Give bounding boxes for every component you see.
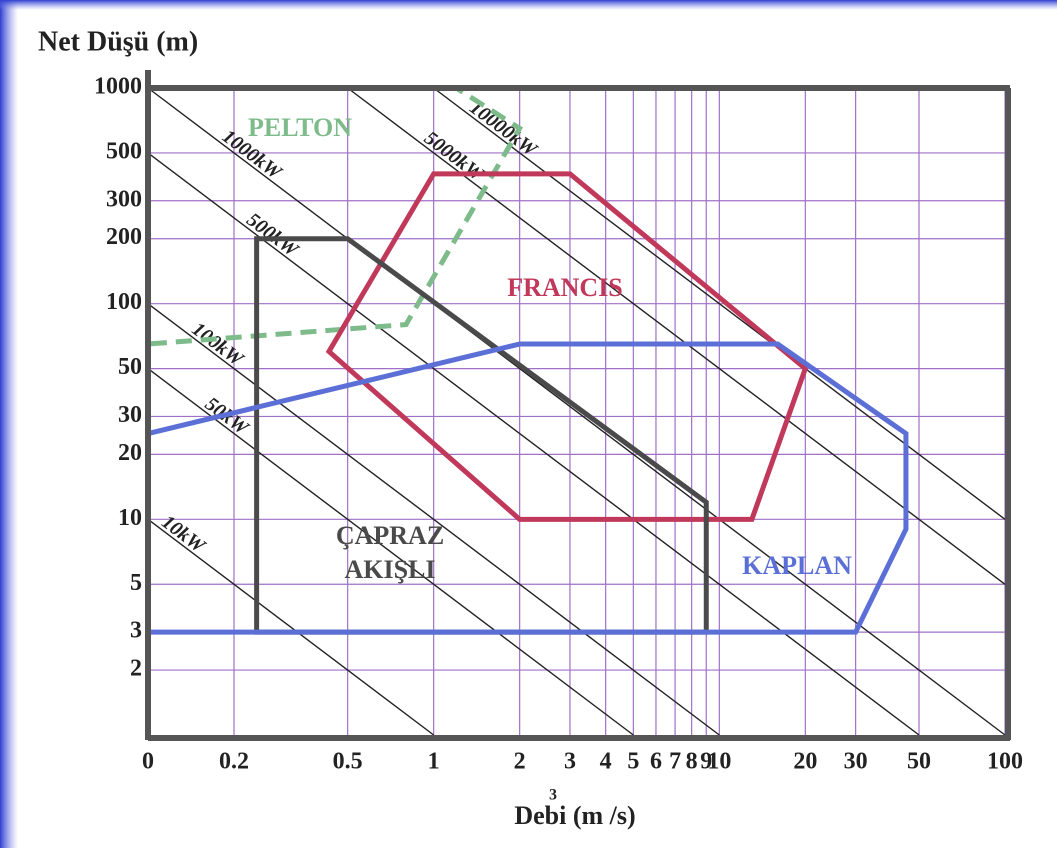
y-tick-label: 20 <box>118 440 142 466</box>
y-tick-label: 3 <box>130 618 142 644</box>
power-line <box>147 518 435 736</box>
x-tick-label: 50 <box>907 749 931 775</box>
y-tick-label: 500 <box>106 138 142 164</box>
power-line-label: 100kW <box>188 318 248 371</box>
region-label: FRANCIS <box>507 273 623 302</box>
x-tick-label: 0 <box>142 749 154 775</box>
x-tick-label: 9 <box>700 749 712 775</box>
frame-top <box>0 0 1057 10</box>
y-tick-label: 50 <box>118 354 142 380</box>
turbine-region <box>254 236 709 635</box>
y-tick-label: 300 <box>106 186 142 212</box>
x-tick-label: 4 <box>600 749 612 775</box>
y-tick-label: 10 <box>118 505 142 531</box>
x-tick-label: 7 <box>669 749 681 775</box>
x-tick-label: 3 <box>564 749 576 775</box>
power-line <box>147 152 920 736</box>
region-label: PELTON <box>248 113 352 142</box>
y-tick-label: 30 <box>118 402 142 428</box>
y-tick-label: 200 <box>106 224 142 250</box>
y-tick-label: 1000 <box>94 74 142 100</box>
power-line-label: 10kW <box>157 511 209 558</box>
x-axis-title-exponent: 3 <box>549 787 557 804</box>
y-tick-label: 100 <box>106 289 142 315</box>
turbine-region <box>325 171 809 522</box>
x-tick-label: 2 <box>514 749 526 775</box>
x-tick-label: 0.5 <box>333 749 363 775</box>
y-tick-label: 2 <box>130 656 142 682</box>
x-tick-label: 10 <box>707 749 731 775</box>
frame-left <box>0 0 18 848</box>
x-tick-label: 5 <box>627 749 639 775</box>
y-tick-label: 5 <box>130 570 142 596</box>
region-label: ÇAPRAZ AKIŞLI <box>336 521 444 584</box>
turbine-region <box>145 341 909 635</box>
x-tick-label: 1 <box>428 749 440 775</box>
x-tick-label: 30 <box>844 749 868 775</box>
x-tick-label: 6 <box>650 749 662 775</box>
x-axis-title: Debi (m /s) <box>514 801 635 830</box>
x-tick-label: 100 <box>987 749 1023 775</box>
y-axis-title: Net Düşü (m) <box>38 26 198 57</box>
power-line <box>433 87 1006 520</box>
region-label: KAPLAN <box>742 551 852 580</box>
power-line-label: 500kW <box>243 209 303 262</box>
power-line <box>147 303 720 736</box>
power-line <box>147 87 1006 736</box>
x-tick-label: 0.2 <box>219 749 249 775</box>
x-tick-label: 20 <box>793 749 817 775</box>
power-line <box>347 87 1006 585</box>
power-line <box>147 368 634 736</box>
x-tick-label: 8 <box>686 749 698 775</box>
